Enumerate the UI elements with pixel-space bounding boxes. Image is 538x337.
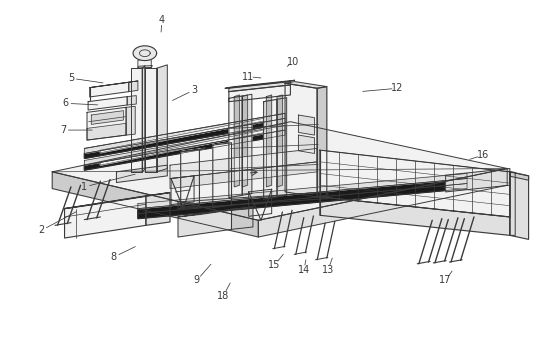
Polygon shape <box>146 192 170 225</box>
Text: 6: 6 <box>62 98 69 108</box>
Text: 17: 17 <box>440 275 452 285</box>
Polygon shape <box>170 162 317 189</box>
Polygon shape <box>126 106 135 135</box>
Polygon shape <box>84 113 285 153</box>
Polygon shape <box>285 82 327 88</box>
Polygon shape <box>138 66 152 68</box>
Polygon shape <box>138 184 467 219</box>
Polygon shape <box>145 68 157 172</box>
Polygon shape <box>229 96 242 197</box>
Polygon shape <box>52 172 258 237</box>
Polygon shape <box>249 189 272 216</box>
Polygon shape <box>65 192 170 209</box>
Polygon shape <box>510 172 528 239</box>
Polygon shape <box>181 149 200 208</box>
Polygon shape <box>285 83 317 197</box>
Polygon shape <box>101 118 264 153</box>
Polygon shape <box>178 192 328 209</box>
Polygon shape <box>138 60 151 68</box>
Polygon shape <box>242 94 252 195</box>
Text: 13: 13 <box>322 266 334 275</box>
Polygon shape <box>170 148 317 179</box>
Polygon shape <box>510 172 515 235</box>
Polygon shape <box>171 176 194 205</box>
Polygon shape <box>178 207 253 217</box>
Polygon shape <box>181 148 205 152</box>
Text: 9: 9 <box>194 275 200 285</box>
Polygon shape <box>91 111 123 124</box>
Polygon shape <box>133 46 157 61</box>
Polygon shape <box>52 122 507 220</box>
Text: 7: 7 <box>60 125 66 135</box>
Text: 1: 1 <box>81 182 87 192</box>
Polygon shape <box>320 150 510 217</box>
Polygon shape <box>138 174 467 209</box>
Text: 14: 14 <box>298 266 310 275</box>
Text: 11: 11 <box>242 71 254 82</box>
Polygon shape <box>90 82 129 97</box>
Polygon shape <box>127 96 136 105</box>
Polygon shape <box>225 80 295 88</box>
Polygon shape <box>258 168 507 237</box>
Polygon shape <box>87 123 126 140</box>
Polygon shape <box>242 95 247 187</box>
Polygon shape <box>131 68 142 172</box>
Polygon shape <box>84 118 285 158</box>
Text: 4: 4 <box>159 15 165 25</box>
Polygon shape <box>138 179 467 214</box>
Polygon shape <box>213 143 231 208</box>
Polygon shape <box>157 65 167 172</box>
Text: 16: 16 <box>477 150 489 160</box>
Polygon shape <box>299 135 315 153</box>
Text: 12: 12 <box>391 83 404 93</box>
Polygon shape <box>88 97 127 110</box>
Text: 2: 2 <box>38 225 45 235</box>
Polygon shape <box>87 108 126 140</box>
Polygon shape <box>229 82 291 92</box>
Polygon shape <box>445 168 510 192</box>
Polygon shape <box>299 115 315 135</box>
Text: 3: 3 <box>191 85 197 95</box>
Polygon shape <box>178 209 231 237</box>
Polygon shape <box>229 85 291 102</box>
Polygon shape <box>84 125 285 165</box>
Polygon shape <box>317 87 327 197</box>
Polygon shape <box>264 99 277 199</box>
Text: 8: 8 <box>111 252 117 262</box>
Polygon shape <box>234 95 239 187</box>
Polygon shape <box>320 197 510 235</box>
Polygon shape <box>231 207 253 229</box>
Polygon shape <box>90 81 138 88</box>
Polygon shape <box>65 196 146 238</box>
Text: 15: 15 <box>268 261 280 270</box>
Polygon shape <box>510 172 528 180</box>
Polygon shape <box>129 81 138 92</box>
Text: 10: 10 <box>287 57 299 66</box>
Polygon shape <box>101 130 264 165</box>
Polygon shape <box>266 95 272 187</box>
Polygon shape <box>116 165 167 183</box>
Polygon shape <box>277 95 282 187</box>
Polygon shape <box>277 98 287 197</box>
Text: 18: 18 <box>217 290 230 301</box>
Polygon shape <box>142 66 145 172</box>
Text: 5: 5 <box>68 73 74 83</box>
Polygon shape <box>84 130 285 170</box>
